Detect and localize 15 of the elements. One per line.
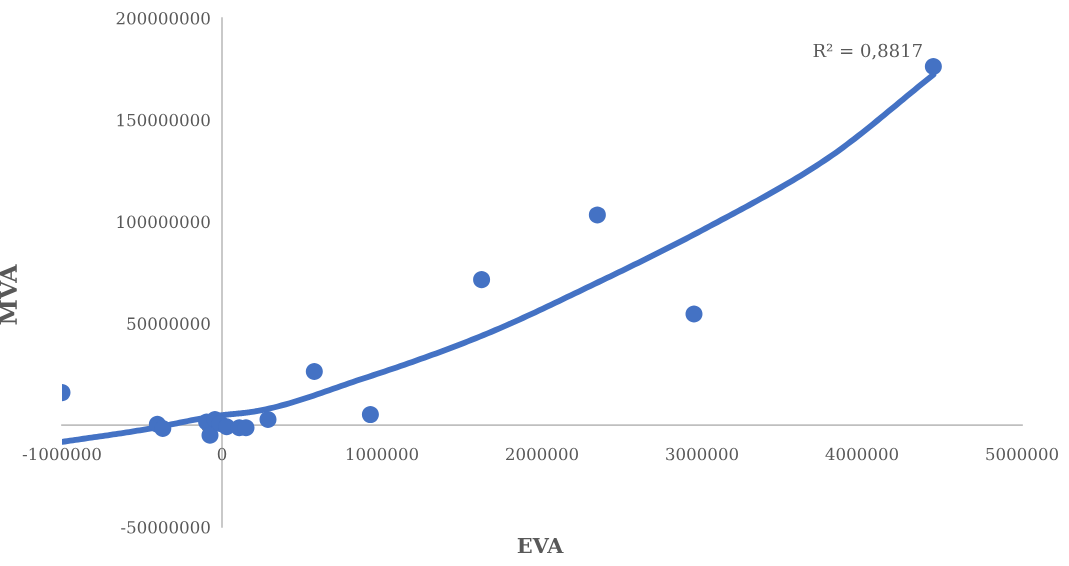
x-tick-label: 0 [217, 447, 227, 461]
y-axis-title: MVA [0, 264, 17, 325]
x-tick-label: 1000000 [346, 447, 419, 461]
x-axis-title: EVA [517, 537, 564, 554]
x-tick-label: 3000000 [666, 447, 739, 461]
x-tick-label: 5000000 [986, 447, 1059, 461]
annotation: R² = 0,8817 [813, 43, 922, 60]
x-tick-label: -1000000 [22, 447, 101, 461]
y-tick-label: 100000000 [117, 215, 210, 229]
x-tick-label: 4000000 [825, 447, 899, 461]
y-tick-label: 200000000 [116, 11, 210, 25]
x-tick-label: 2000000 [506, 447, 579, 461]
y-tick-label: 150000000 [117, 113, 210, 127]
y-tick-label: 50000000 [127, 317, 210, 330]
y-tick-label: -50000000 [121, 520, 210, 534]
